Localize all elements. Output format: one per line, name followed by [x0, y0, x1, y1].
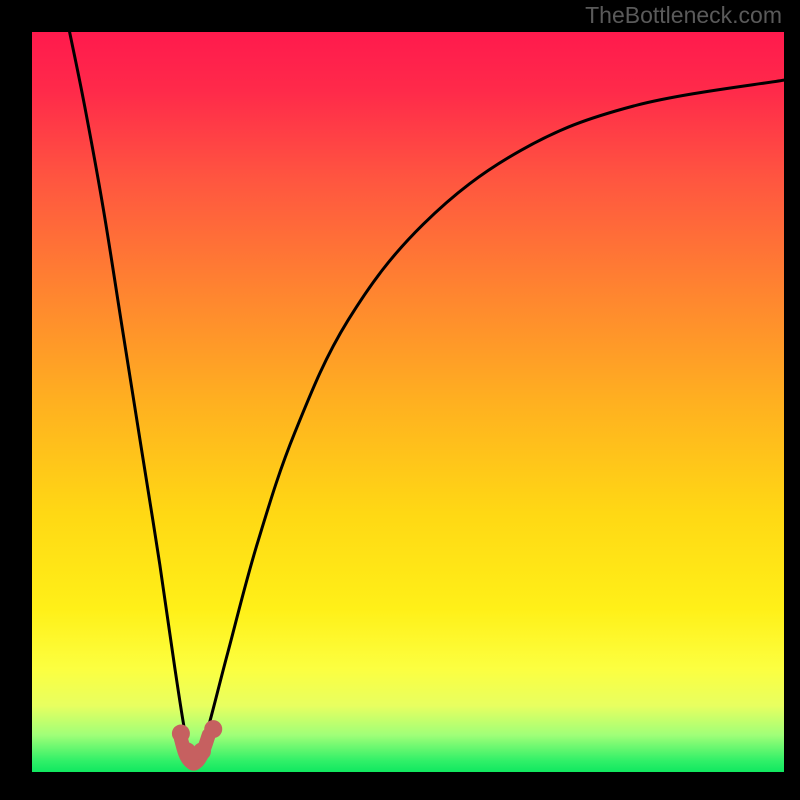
watermark-text: TheBottleneck.com	[585, 2, 782, 29]
gradient-background	[32, 32, 784, 772]
bottleneck-curve-chart	[0, 0, 800, 800]
minimum-dot	[172, 725, 190, 743]
minimum-dot	[204, 720, 222, 738]
minimum-dot	[193, 742, 211, 760]
